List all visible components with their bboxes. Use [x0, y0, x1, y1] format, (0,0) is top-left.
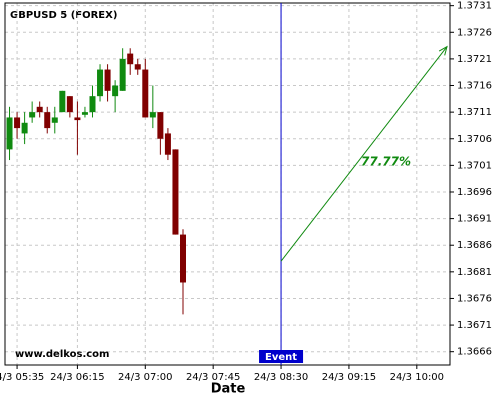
x-tick-label: 24/3 06:15 — [50, 372, 104, 383]
candle-body — [97, 69, 104, 97]
plot-frame — [4, 2, 451, 366]
candle-body — [119, 58, 126, 91]
candle-body — [44, 112, 51, 129]
x-tick-label: 24/3 10:00 — [390, 372, 444, 383]
candle-body — [29, 112, 36, 118]
candle-body — [134, 64, 141, 70]
y-tick-label: 1.3716 — [457, 81, 492, 92]
x-tick-label: 24/3 07:00 — [118, 372, 172, 383]
candle-body — [127, 53, 134, 65]
candle-body — [142, 69, 149, 118]
y-tick-label: 1.3666 — [457, 347, 492, 358]
y-tick-label: 1.3701 — [457, 160, 492, 171]
x-tick-label: 24/3 09:15 — [322, 372, 376, 383]
y-tick-label: 1.3691 — [457, 214, 492, 225]
x-tick-label: 24/3 08:30 — [254, 372, 308, 383]
candle-body — [157, 112, 164, 139]
candle-body — [36, 106, 43, 113]
candle-body — [89, 96, 96, 113]
x-tick-label: 24/3 07:45 — [186, 372, 240, 383]
watermark: www.delkos.com — [15, 349, 109, 360]
y-tick-label: 1.3731 — [457, 1, 492, 12]
candle-body — [112, 85, 119, 97]
forecast-label: 77.77% — [361, 154, 411, 168]
candle-body — [164, 133, 171, 155]
candle-body — [59, 90, 66, 113]
event-badge — [259, 350, 304, 363]
y-tick-label: 1.3686 — [457, 240, 492, 251]
forecast-arrow — [280, 46, 448, 262]
y-tick-label: 1.3706 — [457, 134, 492, 145]
y-tick-label: 1.3681 — [457, 267, 492, 278]
candle-body — [6, 117, 13, 150]
x-axis-label: Date — [211, 382, 246, 397]
y-tick-label: 1.3696 — [457, 187, 492, 198]
candle-body — [21, 122, 28, 134]
candle-body — [14, 117, 21, 129]
chart-title: GBPUSD 5 (FOREX) — [10, 10, 117, 21]
y-tick-label: 1.3721 — [457, 54, 492, 65]
candle-body — [51, 117, 58, 123]
candle-body — [104, 69, 111, 91]
candle-body — [81, 112, 88, 115]
y-tick-label: 1.3671 — [457, 320, 492, 331]
y-tick-label: 1.3711 — [457, 107, 492, 118]
y-tick-label: 1.3676 — [457, 293, 492, 304]
candle-body — [149, 112, 156, 118]
candle-body — [74, 117, 81, 121]
x-tick-label: 24/3 05:35 — [0, 372, 44, 383]
candle-body — [66, 96, 73, 113]
candle-body — [172, 149, 179, 235]
arrow-head — [438, 45, 448, 56]
candle-body — [180, 234, 186, 283]
event-label: Event — [265, 352, 297, 363]
y-tick-label: 1.3726 — [457, 27, 492, 38]
